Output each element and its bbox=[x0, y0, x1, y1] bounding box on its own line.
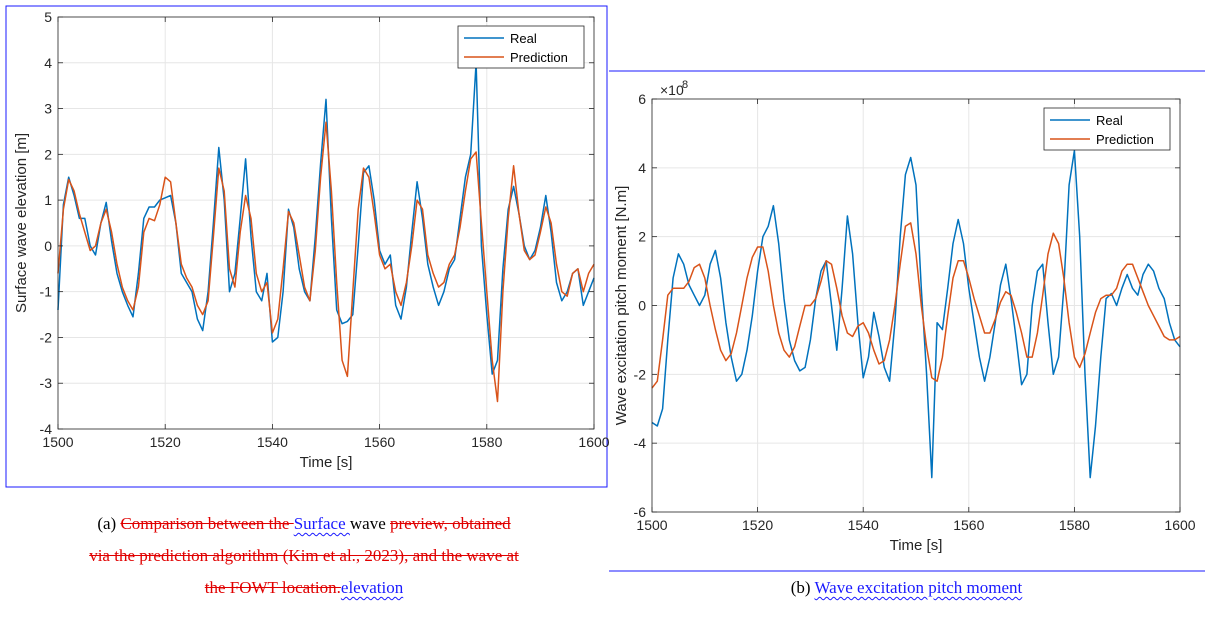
x-tick-label: 1520 bbox=[150, 434, 181, 450]
y-tick-label: -2 bbox=[634, 366, 647, 382]
y-scale-multiplier: ×10 bbox=[660, 82, 684, 98]
caption-a-line-2: via the prediction algorithm (Kim et al.… bbox=[0, 540, 608, 572]
caption-a-line-3: the FOWT location.elevation bbox=[0, 572, 608, 604]
figure-frame bbox=[5, 5, 608, 488]
series-line-prediction bbox=[651, 222, 1181, 389]
x-tick-label: 1560 bbox=[953, 517, 984, 533]
caption-a-deleted-text: via the prediction algorithm (Kim et al.… bbox=[89, 546, 519, 565]
plot-area bbox=[58, 17, 594, 429]
x-tick-label: 1520 bbox=[742, 517, 773, 533]
y-tick-label: 2 bbox=[638, 229, 646, 245]
caption-a-prefix: (a) bbox=[97, 514, 121, 533]
caption-b: (b) Wave excitation pitch moment bbox=[608, 572, 1205, 604]
x-tick-label: 1500 bbox=[636, 517, 667, 533]
legend-label-prediction: Prediction bbox=[1096, 132, 1154, 147]
y-tick-label: 1 bbox=[44, 192, 52, 208]
x-axis-label: Time [s] bbox=[300, 454, 353, 471]
legend-box bbox=[1043, 107, 1171, 151]
caption-b-inserted-text: Wave excitation pitch moment bbox=[814, 578, 1023, 597]
x-tick-label: 1600 bbox=[1164, 517, 1195, 533]
legend-label-prediction: Prediction bbox=[510, 50, 568, 65]
caption-a: (a) Comparison between the Surface wave … bbox=[0, 508, 608, 604]
x-tick-label: 1500 bbox=[42, 434, 73, 450]
y-scale-exponent: 8 bbox=[682, 79, 688, 91]
x-tick-label: 1580 bbox=[1059, 517, 1090, 533]
y-tick-label: -3 bbox=[40, 375, 53, 391]
legend-label-real: Real bbox=[1096, 113, 1123, 128]
x-axis-label: Time [s] bbox=[890, 537, 943, 554]
y-tick-label: 4 bbox=[638, 160, 646, 176]
y-tick-label: 5 bbox=[44, 9, 52, 25]
series-line-real bbox=[57, 62, 595, 375]
caption-a-deleted-text: Comparison between the bbox=[120, 514, 294, 533]
caption-a-text: wave bbox=[349, 514, 390, 533]
caption-a-deleted-text: preview, obtained bbox=[390, 514, 511, 533]
y-tick-label: 3 bbox=[44, 101, 52, 117]
legend-label-real: Real bbox=[510, 31, 537, 46]
x-tick-label: 1600 bbox=[578, 434, 609, 450]
y-tick-label: 0 bbox=[638, 298, 646, 314]
caption-b-prefix: (b) bbox=[790, 578, 815, 597]
legend-box bbox=[457, 25, 585, 69]
axes-box bbox=[57, 16, 595, 430]
y-tick-label: 0 bbox=[44, 238, 52, 254]
y-tick-label: 2 bbox=[44, 146, 52, 162]
caption-a-inserted-text: Surface bbox=[293, 514, 350, 533]
legend: Real Prediction bbox=[1043, 107, 1171, 151]
series-line-real bbox=[651, 149, 1181, 479]
y-tick-label: -6 bbox=[634, 504, 647, 520]
caption-b-line-1: (b) Wave excitation pitch moment bbox=[608, 572, 1205, 604]
x-tick-label: 1540 bbox=[848, 517, 879, 533]
series-line-prediction bbox=[57, 121, 595, 403]
x-tick-label: 1560 bbox=[364, 434, 395, 450]
legend: Real Prediction bbox=[457, 25, 585, 69]
y-tick-label: 4 bbox=[44, 55, 52, 71]
caption-a-inserted-text: elevation bbox=[340, 578, 404, 597]
y-tick-label: -2 bbox=[40, 329, 53, 345]
x-tick-label: 1540 bbox=[257, 434, 288, 450]
y-tick-label: 6 bbox=[638, 91, 646, 107]
y-axis-label: Surface wave elevation [m] bbox=[13, 133, 30, 313]
chart-b: 1500 1520 1540 1560 1580 1600 -6 -4 -2 0 2 4 6 Time [… bbox=[609, 70, 1205, 572]
y-tick-label: -1 bbox=[40, 284, 53, 300]
caption-a-line-1: (a) Comparison between the Surface wave … bbox=[0, 508, 608, 540]
y-axis-label: Wave excitation pitch moment [N.m] bbox=[613, 186, 630, 426]
chart-a: 1500 1520 1540 1560 1580 1600 -4 -3 -2 -1 0 1 2 3 4 5 Ti… bbox=[5, 5, 610, 488]
y-tick-label: -4 bbox=[634, 435, 647, 451]
caption-a-deleted-text: the FOWT location. bbox=[204, 578, 341, 597]
y-tick-label: -4 bbox=[40, 421, 53, 437]
x-tick-label: 1580 bbox=[471, 434, 502, 450]
